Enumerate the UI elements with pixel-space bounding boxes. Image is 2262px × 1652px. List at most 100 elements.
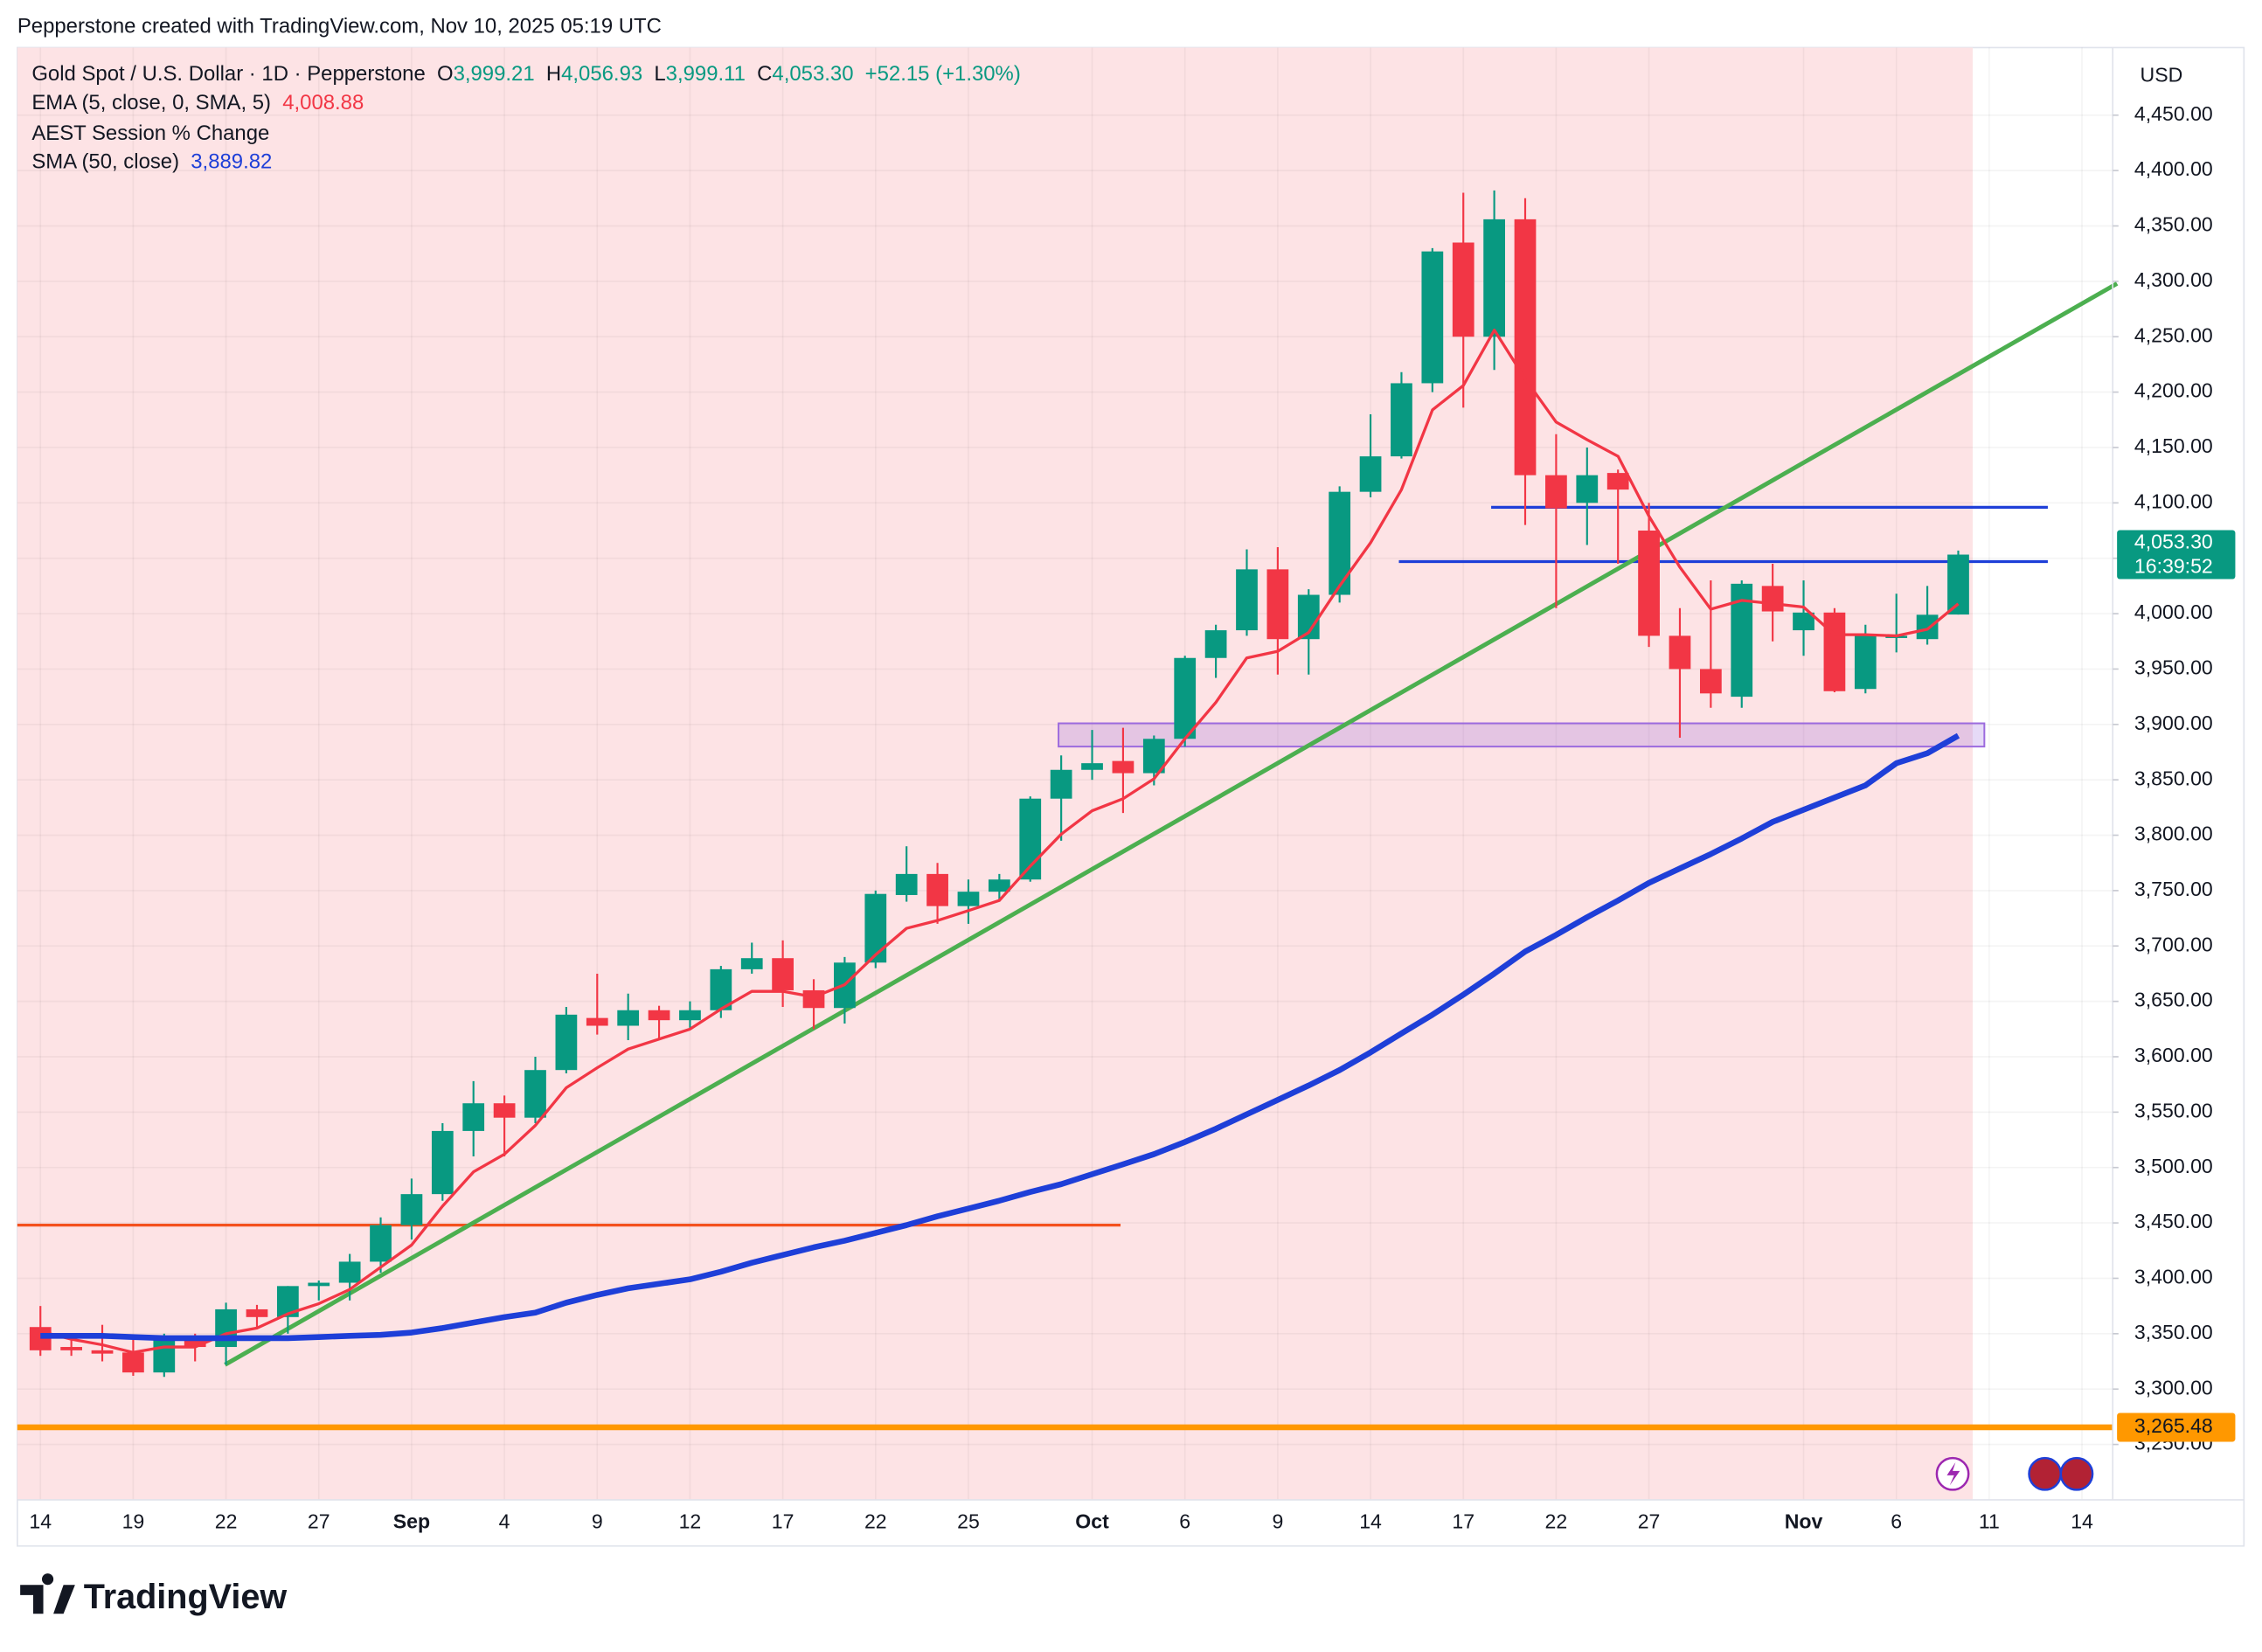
- candle-body: [988, 879, 1010, 892]
- indicator-value: 3,889.82: [191, 150, 272, 174]
- trendline: [224, 281, 2119, 1367]
- candle-body: [957, 892, 980, 906]
- x-tick-label: 6: [1179, 1510, 1190, 1532]
- x-tick-label: 9: [1272, 1510, 1283, 1532]
- logo-mark: [20, 1573, 75, 1614]
- candle-body: [400, 1194, 423, 1225]
- indicator-name: SMA (50, close): [31, 150, 179, 174]
- x-tick-label: 14: [2071, 1510, 2093, 1532]
- candle-body: [1916, 614, 1939, 640]
- x-tick-label: Sep: [393, 1510, 430, 1532]
- x-tick-label: 25: [957, 1510, 980, 1532]
- candle-body: [1576, 475, 1599, 503]
- ohlc-value: 3,999.21: [454, 62, 535, 86]
- indicator-name: EMA (5, close, 0, SMA, 5): [31, 91, 271, 115]
- y-tick-label: 3,450.00: [2134, 1210, 2213, 1232]
- candle-body: [1606, 473, 1629, 490]
- candle-body: [60, 1347, 83, 1350]
- candle-body: [648, 1010, 670, 1021]
- candle-body: [1112, 760, 1134, 774]
- candle-body: [462, 1103, 485, 1131]
- candle-body: [1050, 769, 1072, 799]
- candle-body: [617, 1010, 640, 1026]
- y-tick-label: 3,650.00: [2134, 989, 2213, 1011]
- y-tick-label: 3,550.00: [2134, 1099, 2213, 1121]
- y-tick-label: 4,000.00: [2134, 600, 2213, 623]
- y-tick-label: 3,400.00: [2134, 1266, 2213, 1288]
- candle-body: [215, 1308, 237, 1348]
- brand-logo: TradingView: [20, 1573, 287, 1616]
- candle-body: [524, 1070, 546, 1118]
- indicator-line: [39, 329, 1960, 1354]
- y-tick-label: 3,800.00: [2134, 823, 2213, 845]
- x-tick-label: 11: [1979, 1510, 2000, 1532]
- candle-body: [1204, 630, 1227, 658]
- candle-body: [1854, 635, 1877, 690]
- y-tick-label: 3,350.00: [2134, 1321, 2213, 1343]
- currency-label: USD: [2141, 64, 2183, 87]
- x-tick-label: 19: [122, 1510, 145, 1532]
- y-tick-label: 4,400.00: [2134, 157, 2213, 180]
- candle-body: [1236, 569, 1258, 631]
- y-tick-label: 4,250.00: [2134, 323, 2213, 346]
- candle-body: [91, 1350, 114, 1354]
- candle-body: [895, 873, 918, 895]
- brand: TradingView: [84, 1578, 288, 1616]
- candle-body: [1793, 612, 1814, 631]
- y-tick-label: 4,350.00: [2134, 213, 2213, 236]
- x-tick-label: 17: [772, 1510, 794, 1532]
- y-tick-label: 3,500.00: [2134, 1155, 2213, 1177]
- ohlc-value: 3,999.11: [666, 62, 746, 86]
- icon: [1946, 1462, 1960, 1486]
- plot-area: [17, 47, 2119, 1500]
- countdown: 16:39:52: [2134, 554, 2213, 577]
- candle-body: [1669, 635, 1691, 670]
- y-tick-label: 4,200.00: [2134, 379, 2213, 402]
- candle-body: [740, 958, 763, 969]
- candle-body: [1359, 456, 1382, 492]
- ohlc-key: L: [654, 62, 665, 86]
- icon: [2028, 1456, 2063, 1491]
- session-shading: [17, 47, 1973, 1500]
- candle-body: [1081, 763, 1103, 770]
- candle-body: [1483, 219, 1505, 337]
- ohlc-key: H: [546, 62, 561, 86]
- candle-body: [1823, 612, 1846, 691]
- candle-body: [153, 1336, 176, 1373]
- candle-body: [493, 1103, 516, 1118]
- y-tick-label: 3,750.00: [2134, 878, 2213, 900]
- price-badge: [2117, 530, 2236, 580]
- y-tick-label: 3,300.00: [2134, 1376, 2213, 1399]
- candle-body: [1391, 383, 1412, 457]
- symbol: Gold Spot / U.S. Dollar · 1D · Peppersto…: [31, 62, 425, 86]
- y-tick-label: 3,950.00: [2134, 656, 2213, 679]
- y-tick-label: 3,900.00: [2134, 711, 2213, 734]
- x-tick-label: 27: [308, 1510, 330, 1532]
- legend-row: Gold Spot / U.S. Dollar · 1D · Peppersto…: [31, 62, 1020, 86]
- candle-body: [1421, 251, 1444, 384]
- candle-body: [555, 1014, 578, 1071]
- change: +52.15 (+1.30%): [865, 62, 1021, 86]
- last-price: 4,053.30: [2134, 530, 2213, 552]
- indicator-value: 4,008.88: [282, 91, 364, 115]
- y-tick-label: 4,450.00: [2134, 102, 2213, 125]
- x-tick-label: 22: [215, 1510, 238, 1532]
- x-tick-label: 22: [864, 1510, 887, 1532]
- candle-body: [1761, 586, 1784, 612]
- x-tick-label: Nov: [1785, 1510, 1823, 1532]
- candle-body: [1638, 531, 1660, 636]
- candle-body: [308, 1282, 330, 1287]
- y-tick-label: 4,150.00: [2134, 434, 2213, 457]
- candle-body: [1699, 669, 1722, 694]
- candle-body: [1266, 569, 1289, 640]
- x-tick-label: 17: [1452, 1510, 1474, 1532]
- x-tick-label: 9: [592, 1510, 603, 1532]
- ohlc-key: C: [757, 62, 772, 86]
- ohlc-key: O: [437, 62, 454, 86]
- x-tick-label: 22: [1545, 1510, 1568, 1532]
- candle-body: [864, 893, 887, 963]
- x-tick-label: 27: [1638, 1510, 1661, 1532]
- legend-row: EMA (5, close, 0, SMA, 5) 4,008.88: [31, 91, 364, 115]
- ohlc-value: 4,053.30: [772, 62, 853, 86]
